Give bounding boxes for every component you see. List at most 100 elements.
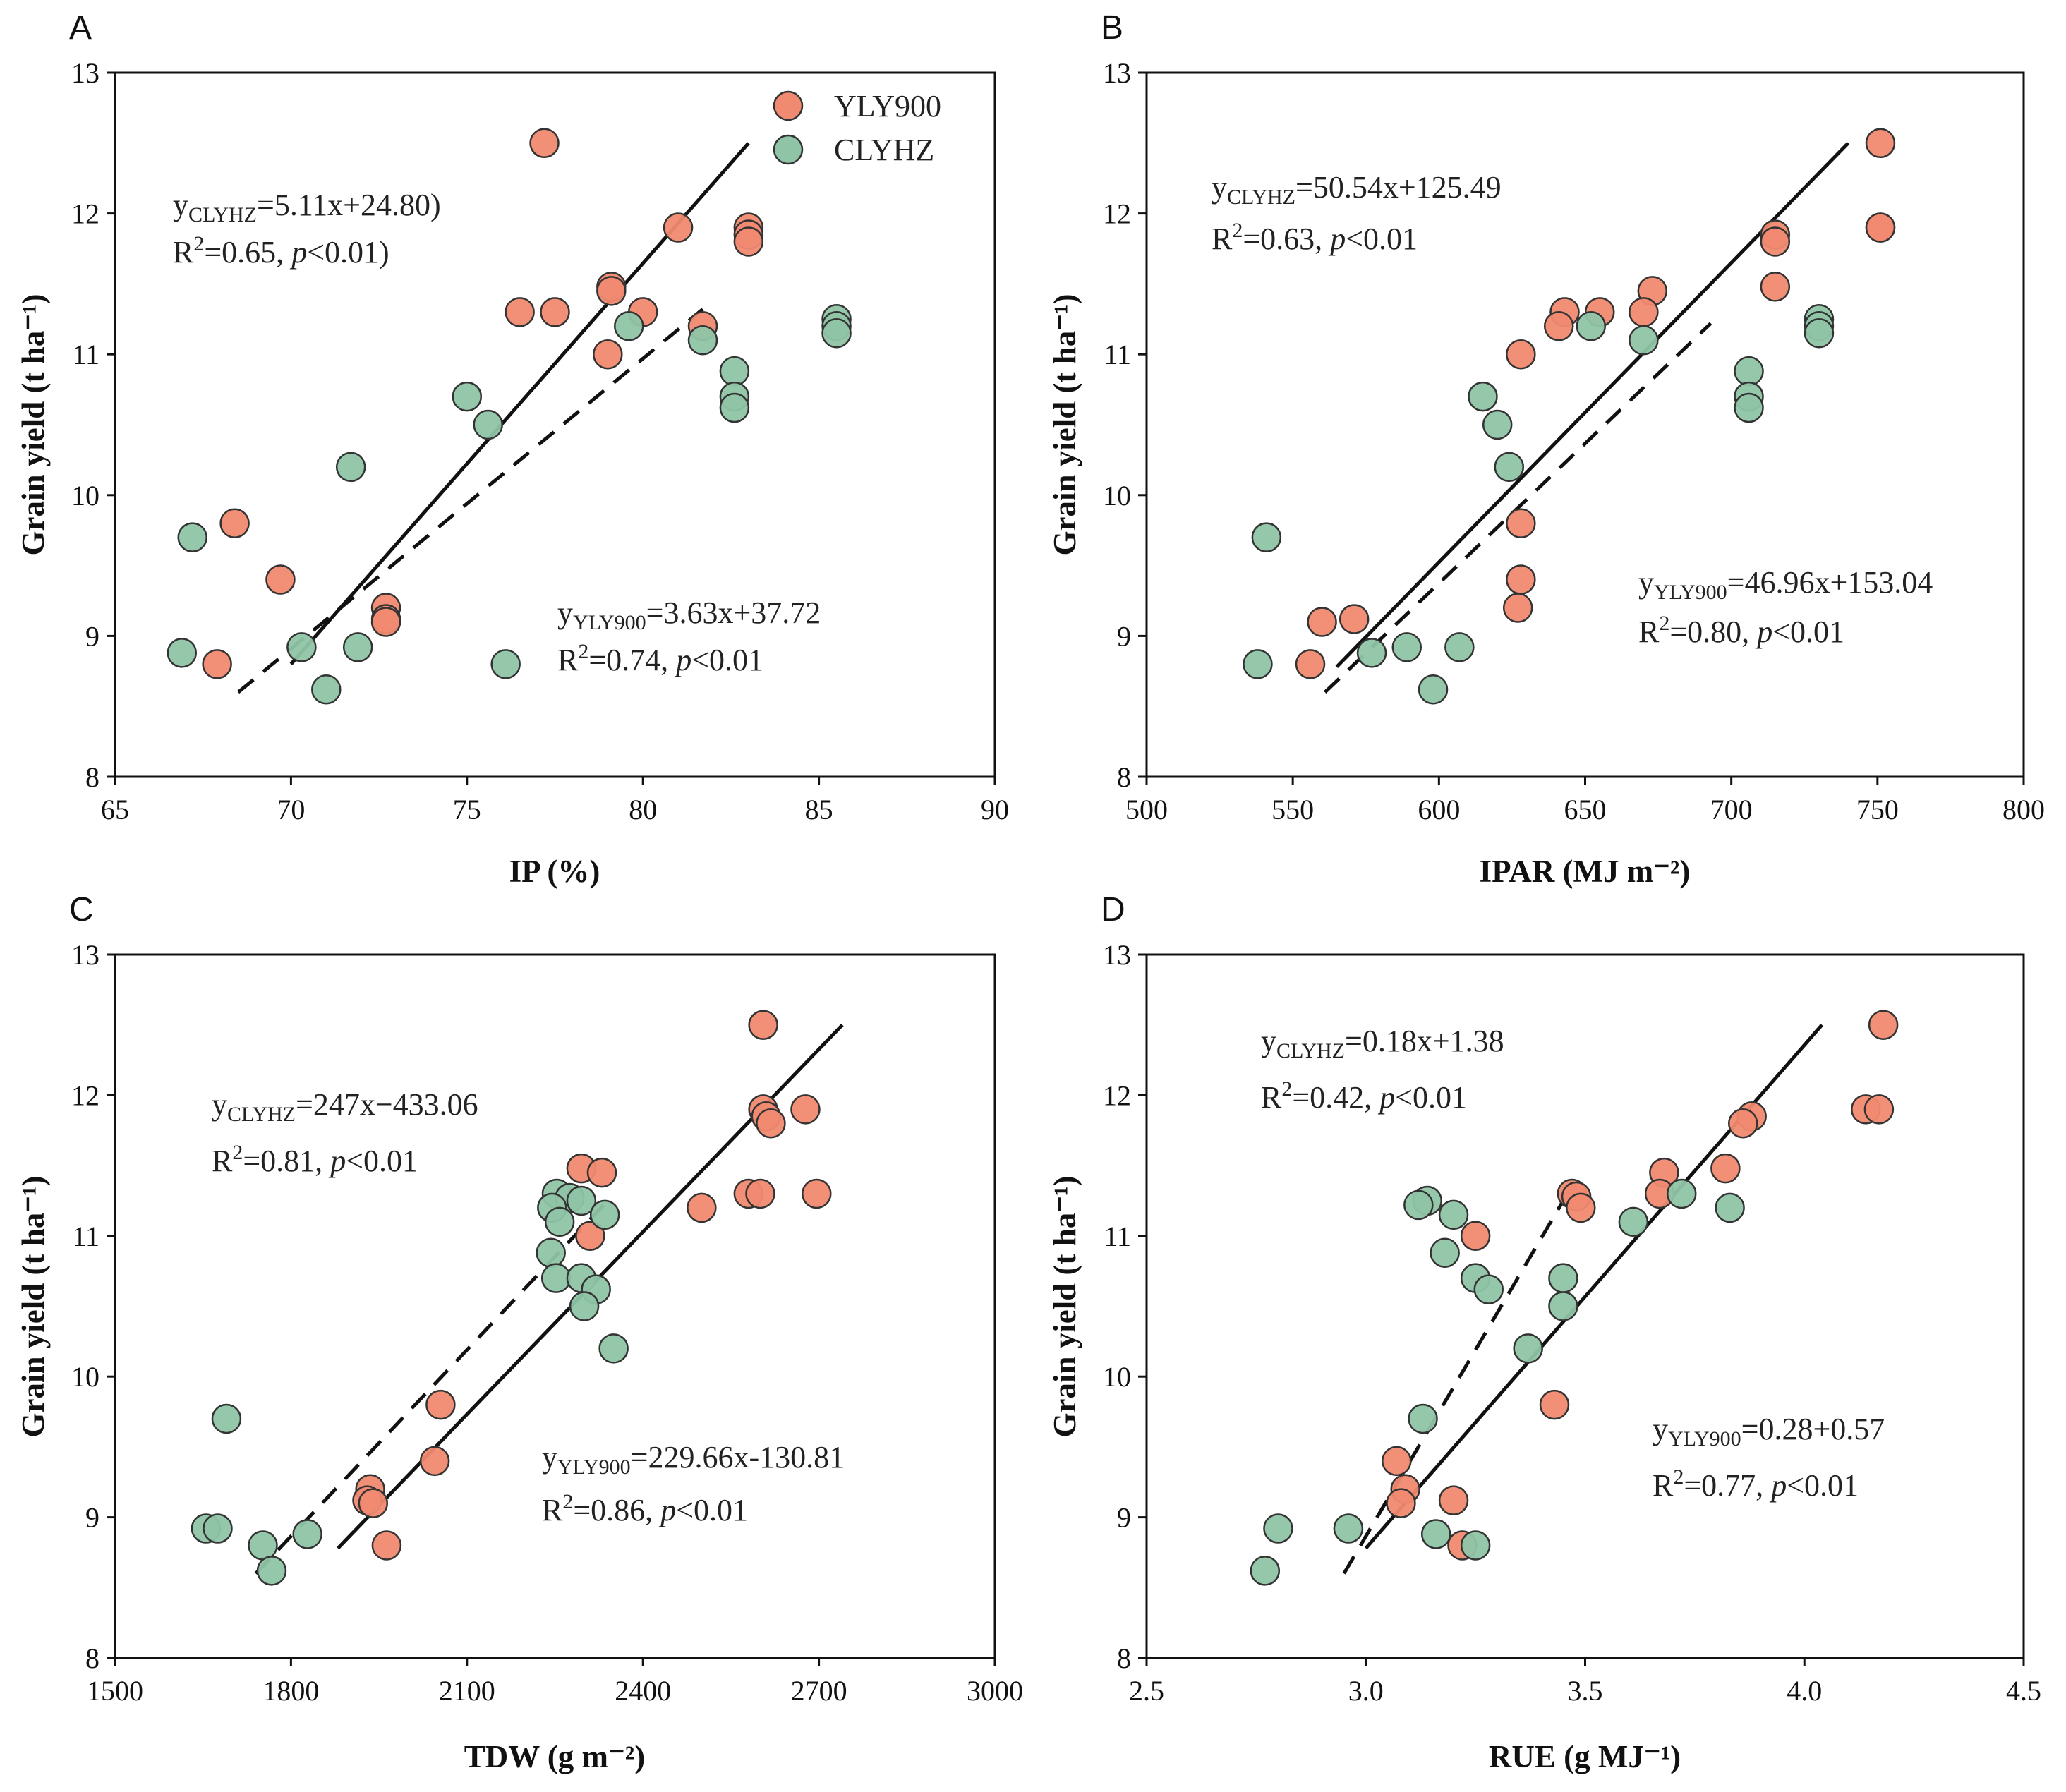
point-yly900 <box>540 297 570 327</box>
point-clyhz <box>719 392 750 423</box>
scatter-points <box>191 1010 832 1586</box>
point-clyhz <box>1473 1274 1504 1304</box>
point-clyhz <box>256 1556 287 1586</box>
point-clyhz <box>1438 1199 1469 1230</box>
x-tick-label: 3.0 <box>1348 1675 1384 1707</box>
point-clyhz <box>211 1403 242 1434</box>
x-axis-label: IP (%) <box>509 854 600 889</box>
panel-letter: A <box>69 9 92 47</box>
y-tick-label: 10 <box>1103 480 1131 511</box>
y-tick-label: 13 <box>71 57 99 89</box>
point-clyhz <box>203 1513 233 1544</box>
point-clyhz <box>1576 311 1607 341</box>
point-clyhz <box>1734 356 1764 387</box>
y-tick-label: 13 <box>71 939 99 971</box>
point-yly900 <box>1339 604 1370 634</box>
eq-clyhz-line1: yCLYHZ=247x−433.06 <box>212 1087 478 1126</box>
point-clyhz <box>1403 1189 1434 1221</box>
panel-d: D 2.5 3.0 3.5 4.0 4.5 8 9 10 11 12 13 RUE (g MJ⁻¹)… <box>1047 891 2041 1774</box>
point-clyhz <box>1629 325 1659 356</box>
point-clyhz <box>1548 1263 1578 1293</box>
point-clyhz <box>177 522 207 552</box>
point-yly900 <box>219 508 250 538</box>
x-tick-label: 70 <box>277 794 305 825</box>
point-clyhz <box>1430 1237 1460 1268</box>
point-yly900 <box>265 564 296 595</box>
x-tick-label: 3.5 <box>1568 1675 1603 1707</box>
x-tick-label: 1500 <box>87 1675 143 1707</box>
point-clyhz <box>1666 1178 1697 1209</box>
point-yly900 <box>1438 1485 1469 1515</box>
x-tick-label: 2100 <box>439 1675 495 1707</box>
point-clyhz <box>1408 1403 1438 1434</box>
y-tick-label: 9 <box>85 620 99 652</box>
point-yly900 <box>1868 1010 1899 1040</box>
point-clyhz <box>248 1530 278 1561</box>
point-yly900 <box>1506 508 1536 538</box>
eq-yly900-line1: yYLY900=229.66x-130.81 <box>542 1440 845 1479</box>
x-tick-label: 4.0 <box>1787 1675 1822 1707</box>
point-clyhz <box>286 632 317 662</box>
y-tick-label: 11 <box>1104 339 1131 370</box>
eq-yly900-line2: R2=0.77, p<0.01 <box>1653 1465 1859 1503</box>
point-clyhz <box>1333 1513 1364 1544</box>
point-clyhz <box>1618 1206 1649 1237</box>
fit-line-clyhz <box>236 308 704 694</box>
eq-yly900-line1: yYLY900=3.63x+37.72 <box>557 595 821 634</box>
eq-clyhz-line1: yCLYHZ=0.18x+1.38 <box>1261 1024 1504 1063</box>
point-clyhz <box>1250 1556 1281 1586</box>
y-tick-label: 11 <box>72 1221 99 1252</box>
point-clyhz <box>490 649 521 679</box>
point-clyhz <box>335 452 366 483</box>
eq-yly900-line2: R2=0.80, p<0.01 <box>1638 612 1844 649</box>
point-clyhz <box>1243 649 1273 679</box>
y-tick-label: 8 <box>1117 761 1131 793</box>
y-tick-label: 10 <box>71 1361 99 1393</box>
point-yly900 <box>1295 649 1326 679</box>
eq-clyhz-line2: R2=0.63, p<0.01 <box>1212 219 1418 256</box>
axis-ticks: 1500 1800 2100 2400 2700 3000 8 9 10 11 12 13 <box>71 939 1023 1707</box>
plot-frame <box>114 71 996 778</box>
y-tick-label: 12 <box>1103 1079 1131 1111</box>
point-clyhz <box>569 1291 600 1321</box>
eq-yly900-line2: R2=0.86, p<0.01 <box>542 1490 748 1527</box>
point-yly900 <box>1460 1221 1491 1252</box>
fit-line-clyhz <box>1342 1199 1565 1575</box>
eq-clyhz-line2: R2=0.65, p<0.01) <box>173 232 389 270</box>
point-yly900 <box>802 1178 832 1209</box>
y-tick-label: 8 <box>85 1642 99 1674</box>
point-clyhz <box>566 1185 597 1216</box>
point-yly900 <box>1543 311 1574 341</box>
point-clyhz <box>1494 452 1525 483</box>
point-yly900 <box>1566 1192 1596 1223</box>
eq-clyhz-line1: yCLYHZ=50.54x+125.49 <box>1212 170 1502 209</box>
point-yly900 <box>733 226 764 257</box>
point-yly900 <box>419 1446 450 1477</box>
point-clyhz <box>598 1333 629 1364</box>
x-axis-label: IPAR (MJ m⁻²) <box>1480 854 1691 889</box>
y-axis-label: Grain yield (t ha⁻¹) <box>1047 1176 1082 1438</box>
point-clyhz <box>1420 1519 1451 1549</box>
point-clyhz <box>589 1199 620 1230</box>
legend: YLY900 CLYHZ <box>773 89 941 167</box>
point-clyhz <box>473 409 503 440</box>
point-clyhz <box>1418 674 1449 705</box>
point-yly900 <box>1506 339 1536 370</box>
point-clyhz <box>1513 1333 1543 1364</box>
y-tick-label: 12 <box>71 1079 99 1111</box>
y-axis-label: Grain yield (t ha⁻¹) <box>16 1176 51 1438</box>
point-yly900 <box>505 297 535 327</box>
scatter-points <box>1243 128 1896 705</box>
point-clyhz <box>540 1263 572 1293</box>
point-yly900 <box>358 1488 389 1518</box>
x-tick-label: 80 <box>629 794 657 825</box>
eq-clyhz-line2: R2=0.42, p<0.01 <box>1261 1077 1467 1115</box>
point-yly900 <box>1865 212 1896 243</box>
y-tick-label: 8 <box>85 761 99 793</box>
y-tick-label: 8 <box>1117 1642 1131 1674</box>
x-tick-label: 800 <box>2002 794 2045 825</box>
point-clyhz <box>613 311 644 341</box>
point-clyhz <box>544 1206 575 1237</box>
x-axis-label: RUE (g MJ⁻¹) <box>1489 1739 1681 1774</box>
